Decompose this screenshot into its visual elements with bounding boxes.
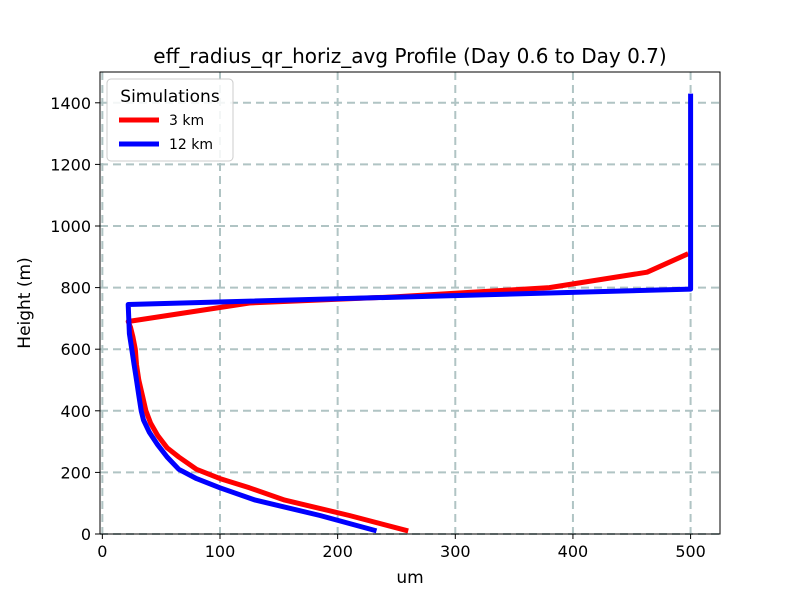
legend-title: Simulations — [120, 87, 220, 107]
series-line-12km — [125, 93, 694, 534]
legend-box — [106, 78, 234, 162]
legend-label-12km: 12 km — [169, 137, 213, 153]
x-tick-label: 0 — [97, 542, 107, 561]
x-tick-label: 400 — [558, 542, 589, 561]
x-axis-label: um — [396, 568, 423, 588]
legend: Simulations 3 km 12 km — [106, 78, 234, 162]
y-tick-label: 200 — [60, 463, 91, 482]
chart-title: eff_radius_qr_horiz_avg Profile (Day 0.6… — [153, 44, 666, 68]
x-tick-label: 500 — [675, 542, 706, 561]
y-tick-label: 600 — [60, 340, 91, 359]
y-tick-label: 0 — [81, 525, 91, 544]
y-axis-label: Height (m) — [15, 257, 35, 348]
x-tick-label: 200 — [322, 542, 353, 561]
legend-label-3km: 3 km — [169, 113, 204, 129]
y-tick-label: 800 — [60, 279, 91, 298]
ticks: 0 100 200 300 400 500 0 200 400 600 800 1000 1200 140… — [50, 94, 706, 561]
x-tick-label: 100 — [205, 542, 236, 561]
y-tick-label: 1400 — [50, 94, 91, 113]
series-layer — [125, 93, 694, 534]
grid — [100, 72, 720, 535]
y-tick-label: 400 — [60, 402, 91, 421]
y-tick-label: 1000 — [50, 217, 91, 236]
plot-frame — [99, 71, 721, 535]
x-tick-label: 300 — [440, 542, 471, 561]
y-tick-label: 1200 — [50, 155, 91, 174]
